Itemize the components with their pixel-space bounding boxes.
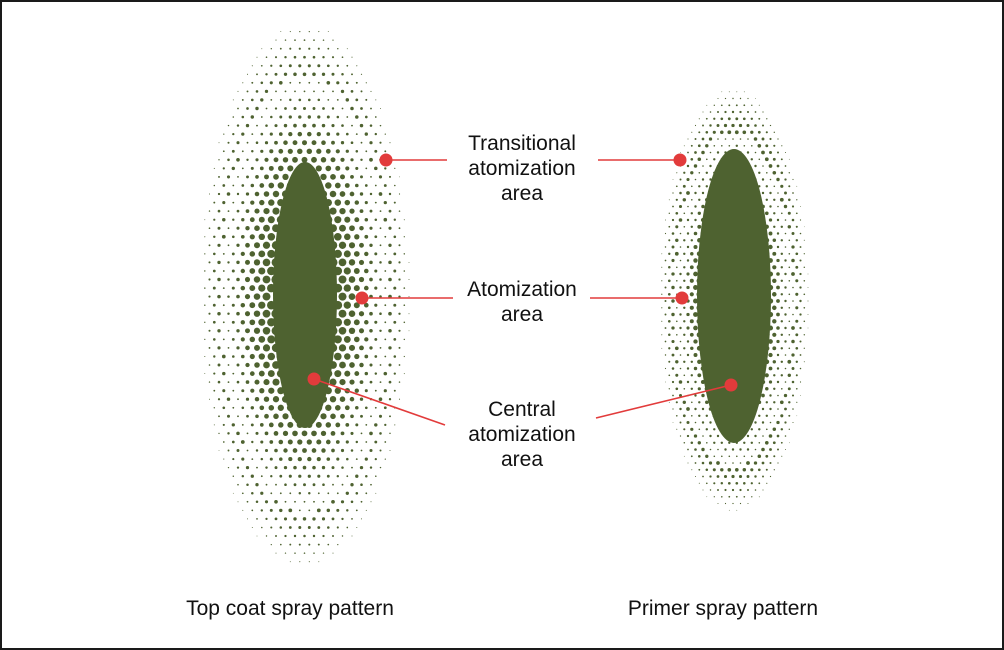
central-label-line-1: Central — [488, 398, 556, 421]
atomization-area-label: Atomization area — [446, 277, 598, 327]
transitional-area-label: Transitional atomization area — [446, 131, 598, 206]
top-coat-spray-pattern — [204, 30, 410, 563]
callout-lines — [307, 153, 738, 426]
atomization-label-line-2: area — [500, 303, 544, 326]
central-marker-top-coat — [307, 372, 321, 386]
central-leader-left — [313, 378, 446, 426]
central-area-label: Central atomization area — [446, 397, 598, 472]
central-leader-right — [595, 384, 732, 419]
primer-caption: Primer spray pattern — [627, 597, 819, 620]
transitional-marker-primer — [673, 153, 687, 167]
central-marker-primer — [724, 378, 738, 392]
atomization-marker-primer — [675, 291, 689, 305]
atomization-marker-top-coat — [355, 291, 369, 305]
atomization-label-line-1: Atomization — [467, 278, 577, 301]
primer-spray-pattern — [661, 91, 809, 511]
central-label-line-3: area — [500, 448, 544, 471]
transitional-marker-top-coat — [379, 153, 393, 167]
central-label-line-2: atomization — [468, 423, 576, 446]
primer-central-area — [697, 149, 771, 443]
transitional-label-line-2: atomization — [468, 157, 576, 180]
transitional-label-line-3: area — [500, 182, 544, 205]
top-coat-caption: Top coat spray pattern — [186, 597, 394, 620]
transitional-label-line-1: Transitional — [468, 132, 576, 155]
top-coat-central-area — [273, 162, 337, 428]
